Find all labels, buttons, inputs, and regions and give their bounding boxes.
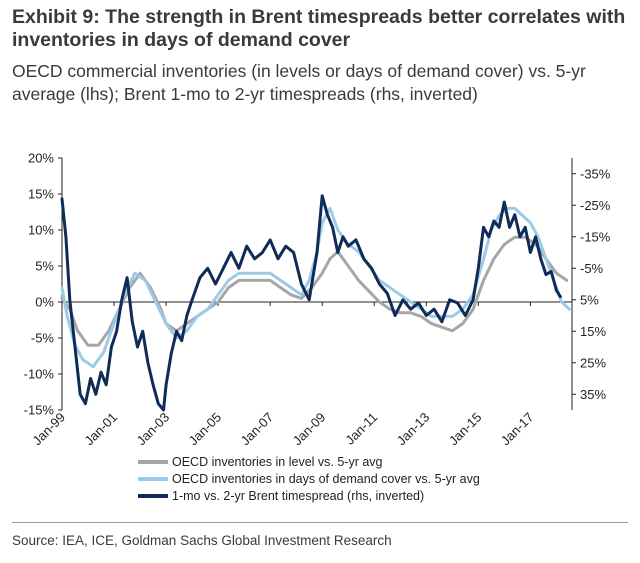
source-divider (12, 522, 628, 523)
right-tick-label: -5% (580, 261, 604, 276)
x-tick-label: Jan-03 (133, 410, 172, 449)
chart-canvas: 20% 15% 10% 5% 0% -5% -10% -15% -35% -25% -15% -5% 5… (24, 151, 611, 504)
left-tick-label: 0% (35, 295, 54, 310)
x-tick-label: Jan-15 (446, 410, 485, 449)
series-line-days-cover (60, 206, 571, 369)
left-tick-label: 15% (28, 187, 54, 202)
legend: OECD inventories in level vs. 5-yr avg OE… (138, 455, 480, 503)
right-tick-label: 35% (580, 387, 606, 402)
x-tick-label: Jan-05 (186, 410, 225, 449)
x-tick-label: Jan-01 (81, 410, 120, 449)
left-tick-label: -5% (31, 331, 55, 346)
right-tick-label: -25% (580, 198, 611, 213)
right-tick-label: -35% (580, 166, 611, 181)
x-tick-label: Jan-07 (238, 410, 277, 449)
legend-item-level: OECD inventories in level vs. 5-yr avg (172, 455, 383, 469)
series-line-timespread (60, 194, 562, 412)
chart-subtitle: OECD commercial inventories (in levels o… (12, 61, 586, 104)
left-tick-label: -15% (24, 403, 55, 418)
x-tick-label: Jan-11 (342, 410, 380, 448)
right-tick-label: 15% (580, 324, 606, 339)
right-tick-label: 25% (580, 355, 606, 370)
right-tick-label: -15% (580, 229, 611, 244)
axes (58, 157, 576, 411)
left-tick-label: 10% (28, 223, 54, 238)
x-tick-label: Jan-09 (290, 410, 329, 449)
x-tick-label: Jan-13 (394, 410, 433, 449)
legend-item-days-cover: OECD inventories in days of demand cover… (172, 472, 480, 486)
x-tick-label: Jan-17 (498, 410, 537, 449)
chart-title: Exhibit 9: The strength in Brent timespr… (12, 6, 626, 51)
source-note: Source: IEA, ICE, Goldman Sachs Global I… (12, 533, 392, 548)
left-tick-label: -10% (24, 367, 55, 382)
tick-labels: 20% 15% 10% 5% 0% -5% -10% -15% -35% -25% -15% -5% 5… (24, 151, 611, 449)
left-tick-label: 20% (28, 151, 54, 166)
legend-item-timespread: 1-mo vs. 2-yr Brent timespread (rhs, inv… (172, 489, 424, 503)
series-line-level (60, 235, 569, 347)
series-lines (60, 194, 571, 412)
right-tick-label: 5% (580, 292, 599, 307)
left-tick-label: 5% (35, 259, 54, 274)
